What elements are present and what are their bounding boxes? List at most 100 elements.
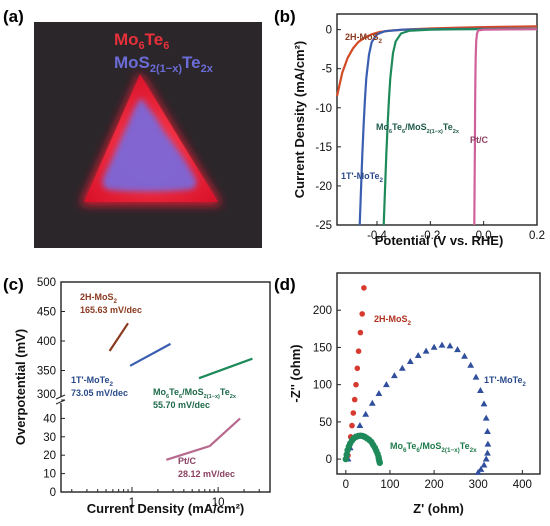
panel-d-annotation-1t-mote2: 1T'-MoTe2​ (484, 375, 526, 388)
panel-b-series-line-3 (473, 28, 538, 226)
panel-d-yaxis-label: -Z'' (ohm) (288, 344, 303, 402)
panel-b-ytick-label: -25 (315, 220, 332, 232)
panel-d-point-series-1 (383, 381, 390, 388)
legend-mos2te2x: MoS2(1−x)Te2x (114, 53, 214, 75)
panel-c-axis-break-mark-top (55, 394, 66, 400)
panel-d-point-series-1 (467, 361, 475, 368)
panel-b-yaxis-label: Current Density (mA/cm²) (292, 41, 307, 198)
panel-d: (d) 0 100 200 300 400 0 50 100 150 200 Z' (ohm) -Z'… (274, 272, 541, 516)
legend-mo6te6: Mo6Te6 (114, 30, 169, 52)
panel-d-point-series-1 (414, 352, 422, 358)
panel-c-ytick-label: 500 (37, 277, 56, 289)
panel-d-point-series-0 (350, 410, 357, 416)
panel-b-ytick-label: 0 (326, 25, 332, 37)
panel-b-ytick-label: -15 (315, 142, 332, 154)
panel-d-xaxis-label: Z' (ohm) (413, 501, 464, 516)
panel-d-point-series-1 (482, 414, 490, 421)
panel-d-annotation-2h-mos2: 2H-MoS2​ (374, 314, 412, 327)
panel-d-point-series-1 (477, 465, 485, 472)
panel-b-series-line-2 (382, 27, 538, 226)
panel-a-label: (a) (3, 7, 24, 26)
panel-d-point-series-1 (375, 390, 383, 396)
panel-d-point-series-0 (355, 348, 362, 355)
panel-c-ytick-label: 300 (37, 389, 56, 401)
panel-d-xtick-label: 100 (380, 479, 399, 491)
panel-c-series-line-2 (198, 357, 253, 380)
panel-b-annotation-ptc: Pt/C (470, 135, 489, 145)
panel-d-label: (d) (274, 275, 296, 294)
panel-b: (b) -0.4 -0.2 0.0 0.2 0 -5 -10 -15 -20 -25 Potenti… (274, 7, 545, 248)
panel-c-ytick-label: 30 (43, 432, 56, 444)
panel-d-point-series-1 (422, 347, 430, 354)
panel-b-ytick-label: -10 (315, 103, 332, 115)
panel-b-series-line-0 (335, 25, 538, 97)
panel-c-axis-break-mark-bottom (55, 399, 66, 405)
panel-d-point-series-1 (454, 346, 461, 353)
panel-c-annotation-composite-name: Mo6​Te6​/MoS2(1−x)​Te2x​ (153, 387, 237, 400)
panel-d-point-series-1 (480, 461, 488, 468)
panel-d-ytick-label: 200 (313, 305, 332, 317)
panel-b-ytick-label: -20 (315, 181, 332, 193)
panel-c-ytick-label: 40 (43, 413, 56, 425)
panel-b-annotation-composite: Mo6​Te6​/MoS2(1−x)​Te2x​ (376, 122, 460, 135)
panel-a: (a) Mo6Te6 MoS2(1−x)Te2x (3, 7, 262, 248)
panel-c-xtick-label: 1 (129, 497, 135, 509)
panel-b-plot-frame (336, 13, 538, 226)
panel-c-xaxis-label: Current Density (mA/cm²) (87, 501, 244, 516)
panel-d-point-series-0 (359, 311, 366, 317)
panel-d-xtick-label: 0 (343, 479, 349, 491)
panel-d-point-series-1 (474, 468, 482, 475)
panel-d-point-series-1 (472, 373, 480, 380)
panel-d-xtick-label: 300 (469, 479, 488, 491)
panel-d-point-series-0 (361, 285, 367, 291)
panel-d-plot-frame (336, 272, 541, 475)
panel-c-annotation-1t-mote2-slope: 73.05 mV/dec (71, 388, 128, 398)
panel-d-point-series-1 (477, 387, 484, 393)
panel-d-point-series-0 (357, 329, 364, 336)
panel-d-point-series-1 (368, 399, 376, 406)
panel-c-plot-frame (60, 281, 271, 493)
panel-c-ytick-label: 450 (37, 307, 56, 319)
panel-d-point-series-0 (353, 381, 359, 388)
panel-d-point-series-1 (398, 364, 406, 371)
panel-d-annotation-composite: Mo6​Te6​/MoS2(1−x)​Te2x​ (390, 441, 477, 454)
panel-c-ytick-label: 20 (43, 450, 56, 462)
panel-d-point-series-1 (438, 341, 446, 348)
panel-d-point-series-1 (406, 358, 414, 364)
panel-b-annotation-1t-mote2: 1T'-MoTe2​ (341, 171, 383, 184)
panel-d-ytick-label: 100 (313, 380, 332, 392)
panel-d-point-series-1 (484, 440, 492, 447)
panel-d-point-series-1 (480, 400, 488, 407)
panel-d-point-series-1 (356, 422, 364, 428)
panel-d-xtick-label: 400 (513, 479, 532, 491)
panel-d-point-series-1 (362, 410, 370, 417)
panel-b-xtick-label: 0.2 (529, 230, 545, 242)
panel-c-xtick-label: 10 (212, 497, 225, 509)
panel-c-ytick-label: 10 (43, 469, 56, 481)
panel-c-annotation-2h-mos2-name: 2H-MoS2​ (80, 292, 118, 305)
panel-c-ytick-label: 400 (37, 336, 56, 348)
panel-c-annotation-1t-mote2-name: 1T'-MoTe2​ (71, 375, 113, 388)
panel-d-point-series-1 (484, 449, 491, 456)
panel-d-point-series-1 (461, 352, 468, 359)
panel-c-ytick-label: 0 (50, 487, 56, 499)
panel-d-point-series-0 (354, 365, 361, 372)
panel-d-ytick-label: 150 (313, 342, 332, 354)
panel-d-point-series-1 (391, 372, 398, 379)
panel-b-ytick-label: -5 (322, 64, 332, 76)
panel-c-series-line-0 (108, 322, 129, 352)
panel-c-series-line-3 (165, 417, 241, 461)
panel-c-label: (c) (3, 275, 24, 294)
panel-b-xaxis-label: Potential (V vs. RHE) (375, 233, 504, 248)
panel-c: (c) 1 10 350 400 450 500 300 0 10 20 30 40 Current D… (3, 275, 271, 516)
panel-d-point-series-0 (349, 422, 355, 429)
panel-d-ytick-label: 50 (319, 417, 332, 429)
panel-d-xtick-label: 200 (424, 479, 443, 491)
panel-b-annotation-2h-mos2: 2H-MoS2​ (345, 32, 383, 45)
panel-c-annotation-2h-mos2-slope: 165.63 mV/dec (80, 305, 142, 315)
panel-d-point-series-1 (446, 342, 454, 349)
panel-d-point-series-1 (430, 343, 438, 350)
panel-b-label: (b) (274, 7, 296, 26)
panel-d-point-series-2 (376, 459, 383, 466)
